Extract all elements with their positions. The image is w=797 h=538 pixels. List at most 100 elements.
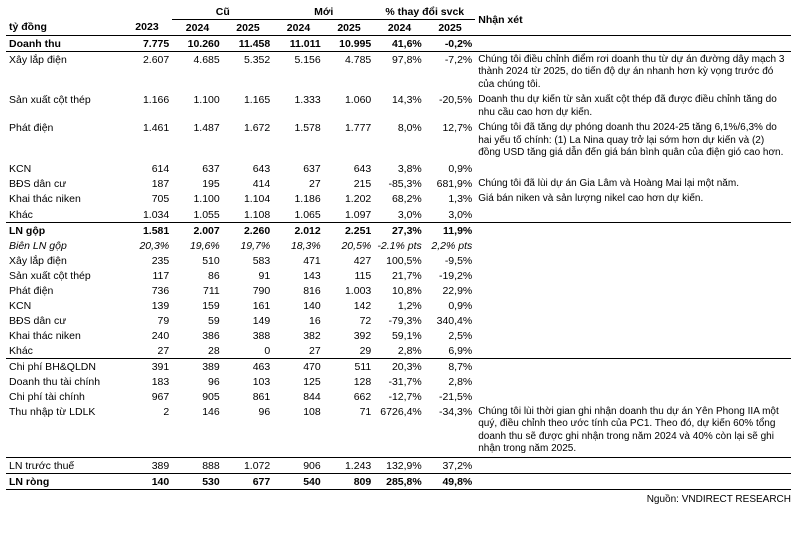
cell-pct-2024: 14,3% bbox=[374, 93, 425, 121]
table-row: KCN1391591611401421,2%0,9% bbox=[6, 298, 791, 313]
cell-old-2025: 91 bbox=[223, 268, 274, 283]
cell-pct-2025: -7,2% bbox=[425, 52, 476, 93]
cell-pct-2024: 68,2% bbox=[374, 192, 425, 208]
cell-comment bbox=[475, 374, 791, 389]
cell-old-2024: 86 bbox=[172, 268, 223, 283]
cell-old-2025: 1.072 bbox=[223, 458, 274, 474]
cell-new-2025: 1.202 bbox=[324, 192, 375, 208]
cell-new-2025: 20,5% bbox=[324, 238, 375, 253]
cell-pct-2025: 37,2% bbox=[425, 458, 476, 474]
cell-new-2024: 18,3% bbox=[273, 238, 324, 253]
table-body: Doanh thu7.77510.26011.45811.01110.99541… bbox=[6, 36, 791, 490]
table-row: Thu nhập từ LDLK214696108716726,4%-34,3%… bbox=[6, 404, 791, 458]
table-row: Phát điện1.4611.4871.6721.5781.7778,0%12… bbox=[6, 121, 791, 162]
cell-comment: Chúng tôi đã lùi dự án Gia Lâm và Hoàng … bbox=[475, 176, 791, 192]
cell-2023: 1.166 bbox=[122, 93, 173, 121]
cell-2023: 736 bbox=[122, 283, 173, 298]
cell-new-2024: 27 bbox=[273, 343, 324, 359]
source-note: Nguồn: VNDIRECT RESEARCH bbox=[6, 494, 791, 505]
cell-old-2024: 510 bbox=[172, 253, 223, 268]
cell-pct-2024: 10,8% bbox=[374, 283, 425, 298]
cell-new-2025: 511 bbox=[324, 359, 375, 375]
cell-comment: Chúng tôi điều chỉnh điểm rơi doanh thu … bbox=[475, 52, 791, 93]
cell-comment bbox=[475, 298, 791, 313]
cell-pct-2025: 8,7% bbox=[425, 359, 476, 375]
cell-old-2024: 4.685 bbox=[172, 52, 223, 93]
cell-comment bbox=[475, 359, 791, 375]
cell-old-2025: 643 bbox=[223, 161, 274, 176]
cell-old-2025: 19,7% bbox=[223, 238, 274, 253]
cell-pct-2024: 27,3% bbox=[374, 223, 425, 239]
row-label: Phát điện bbox=[6, 283, 122, 298]
cell-new-2024: 637 bbox=[273, 161, 324, 176]
cell-old-2024: 389 bbox=[172, 359, 223, 375]
cell-old-2025: 2.260 bbox=[223, 223, 274, 239]
cell-new-2025: 10.995 bbox=[324, 36, 375, 52]
cell-new-2024: 5.156 bbox=[273, 52, 324, 93]
table-row: Sản xuất cột thép1.1661.1001.1651.3331.0… bbox=[6, 93, 791, 121]
cell-new-2025: 115 bbox=[324, 268, 375, 283]
cell-old-2024: 711 bbox=[172, 283, 223, 298]
cell-pct-2024: 20,3% bbox=[374, 359, 425, 375]
cell-new-2025: 392 bbox=[324, 328, 375, 343]
cell-2023: 20,3% bbox=[122, 238, 173, 253]
cell-2023: 705 bbox=[122, 192, 173, 208]
cell-pct-2024: -12,7% bbox=[374, 389, 425, 404]
cell-2023: 240 bbox=[122, 328, 173, 343]
row-label: Xây lắp điện bbox=[6, 52, 122, 93]
cell-new-2024: 140 bbox=[273, 298, 324, 313]
cell-pct-2025: 3,0% bbox=[425, 207, 476, 223]
cell-2023: 2 bbox=[122, 404, 173, 458]
cell-new-2024: 16 bbox=[273, 313, 324, 328]
cell-pct-2025: 0,9% bbox=[425, 161, 476, 176]
row-label: Phát điện bbox=[6, 121, 122, 162]
table-row: Khác1.0341.0551.1081.0651.0973,0%3,0% bbox=[6, 207, 791, 223]
cell-new-2024: 844 bbox=[273, 389, 324, 404]
cell-pct-2025: 11,9% bbox=[425, 223, 476, 239]
cell-2023: 614 bbox=[122, 161, 173, 176]
cell-comment bbox=[475, 268, 791, 283]
cell-2023: 1.581 bbox=[122, 223, 173, 239]
table-row: Biên LN gộp20,3%19,6%19,7%18,3%20,5%-2.1… bbox=[6, 238, 791, 253]
table-row: Doanh thu7.77510.26011.45811.01110.99541… bbox=[6, 36, 791, 52]
cell-2023: 1.034 bbox=[122, 207, 173, 223]
cell-comment bbox=[475, 238, 791, 253]
cell-new-2024: 27 bbox=[273, 176, 324, 192]
cell-pct-2025: -20,5% bbox=[425, 93, 476, 121]
cell-2023: 391 bbox=[122, 359, 173, 375]
cell-new-2024: 1.333 bbox=[273, 93, 324, 121]
cell-pct-2024: -31,7% bbox=[374, 374, 425, 389]
col-group-new: Mới bbox=[273, 4, 374, 20]
cell-new-2025: 215 bbox=[324, 176, 375, 192]
cell-comment: Giá bán niken và sản lượng nikel cao hơn… bbox=[475, 192, 791, 208]
cell-new-2025: 2.251 bbox=[324, 223, 375, 239]
row-label: BĐS dân cư bbox=[6, 176, 122, 192]
cell-2023: 140 bbox=[122, 474, 173, 490]
cell-old-2024: 28 bbox=[172, 343, 223, 359]
table-row: Doanh thu tài chính18396103125128-31,7%2… bbox=[6, 374, 791, 389]
cell-old-2024: 1.487 bbox=[172, 121, 223, 162]
cell-new-2025: 1.243 bbox=[324, 458, 375, 474]
cell-old-2025: 583 bbox=[223, 253, 274, 268]
cell-2023: 235 bbox=[122, 253, 173, 268]
cell-comment: Doanh thu dự kiến từ sản xuất cột thép đ… bbox=[475, 93, 791, 121]
cell-pct-2024: 8,0% bbox=[374, 121, 425, 162]
cell-new-2024: 1.186 bbox=[273, 192, 324, 208]
cell-pct-2024: 100,5% bbox=[374, 253, 425, 268]
row-label: Sản xuất cột thép bbox=[6, 93, 122, 121]
cell-new-2025: 1.003 bbox=[324, 283, 375, 298]
cell-old-2025: 1.672 bbox=[223, 121, 274, 162]
cell-comment: Chúng tôi đã tăng dự phóng doanh thu 202… bbox=[475, 121, 791, 162]
row-label: KCN bbox=[6, 161, 122, 176]
cell-2023: 967 bbox=[122, 389, 173, 404]
cell-old-2025: 11.458 bbox=[223, 36, 274, 52]
table-row: Sản xuất cột thép117869114311521,7%-19,2… bbox=[6, 268, 791, 283]
cell-pct-2024: 21,7% bbox=[374, 268, 425, 283]
row-label: Chi phí BH&QLDN bbox=[6, 359, 122, 375]
cell-new-2025: 128 bbox=[324, 374, 375, 389]
cell-old-2025: 1.104 bbox=[223, 192, 274, 208]
cell-new-2024: 382 bbox=[273, 328, 324, 343]
cell-pct-2025: -9,5% bbox=[425, 253, 476, 268]
cell-pct-2025: 2,8% bbox=[425, 374, 476, 389]
cell-pct-2025: 1,3% bbox=[425, 192, 476, 208]
